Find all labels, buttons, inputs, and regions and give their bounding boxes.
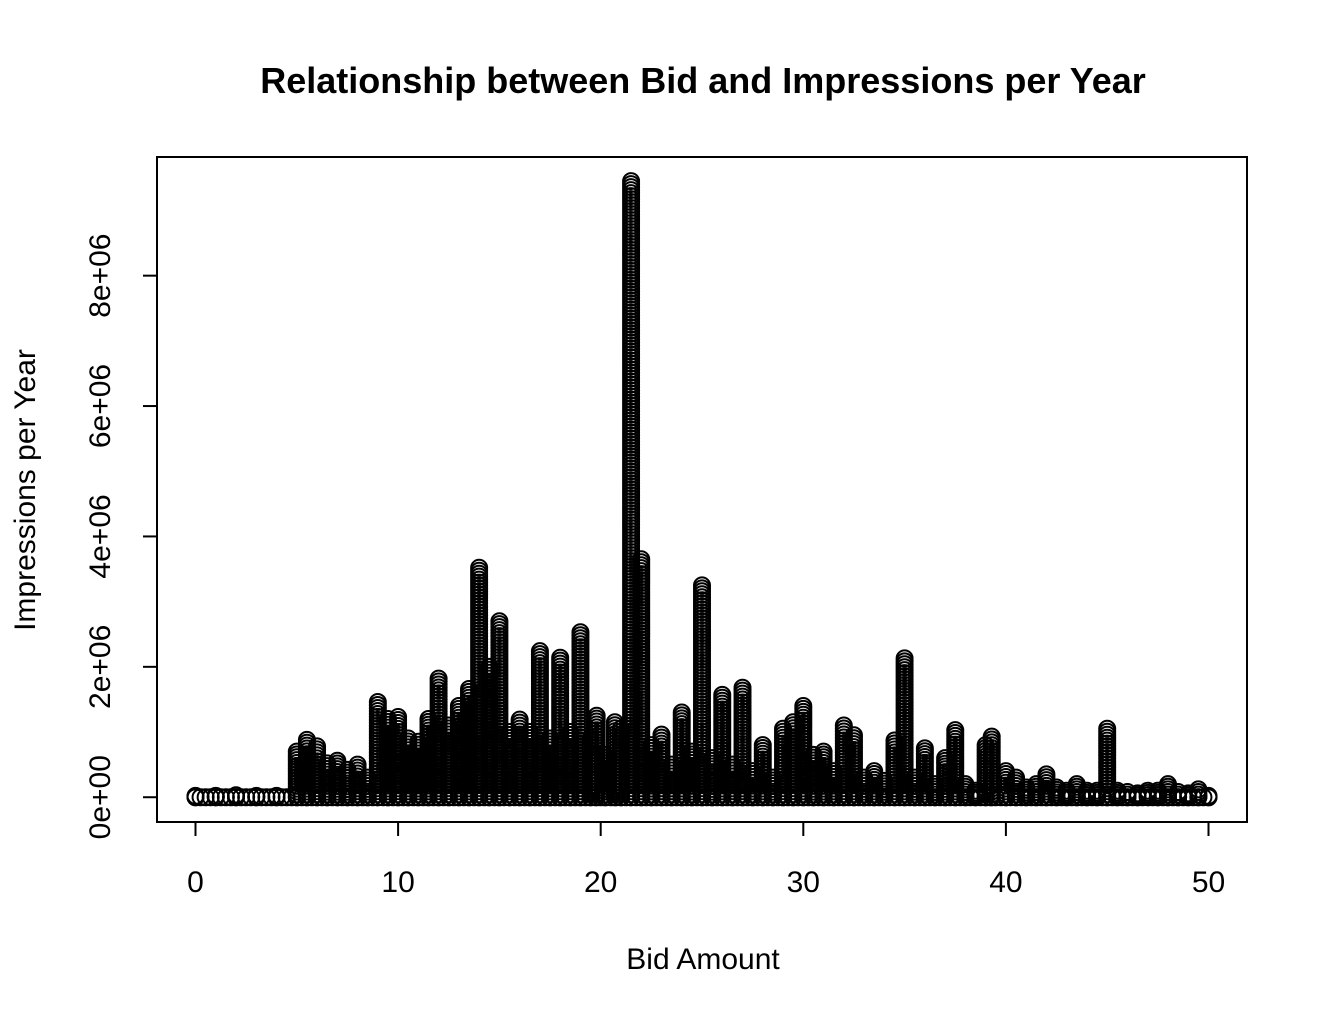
data-point (865, 762, 884, 781)
data-point (490, 612, 509, 631)
x-tick-label: 40 (989, 866, 1022, 899)
data-point (946, 721, 965, 740)
data-point (1189, 788, 1208, 807)
x-tick-label: 0 (187, 866, 204, 899)
data-point (399, 729, 418, 748)
y-tick-label: 6e+06 (84, 364, 117, 448)
x-tick-label: 20 (584, 866, 617, 899)
data-point (672, 703, 691, 722)
data-point (996, 762, 1015, 781)
data-point (915, 739, 934, 758)
data-point (844, 726, 863, 745)
data-point (834, 716, 853, 735)
x-axis-label: Bid Amount (626, 943, 780, 976)
x-tick-label: 50 (1192, 866, 1225, 899)
y-tick-label: 0e+00 (84, 755, 117, 839)
data-point (1037, 765, 1056, 784)
data-point (622, 172, 641, 191)
data-point (652, 725, 671, 744)
chart-title: Relationship between Bid and Impressions… (260, 60, 1146, 101)
y-tick-label: 8e+06 (84, 234, 117, 318)
data-point (348, 755, 367, 774)
y-axis-label: Impressions per Year (9, 349, 42, 631)
data-point (693, 576, 711, 595)
data-point (713, 685, 732, 704)
data-point (1007, 768, 1026, 787)
data-point (470, 558, 489, 577)
y-axis: 0e+00 2e+06 4e+06 6e+06 8e+06 (84, 234, 158, 839)
data-point (368, 693, 387, 712)
data-point (733, 678, 752, 697)
data-point (794, 696, 813, 715)
x-tick-label: 30 (787, 866, 820, 899)
data-point (587, 706, 606, 725)
data-point (1194, 788, 1213, 807)
data-point (1098, 719, 1117, 738)
y-tick-label: 2e+06 (84, 625, 117, 709)
data-point (338, 760, 357, 779)
data-point (429, 669, 448, 688)
data-point (530, 642, 549, 661)
data-point (389, 708, 408, 727)
points-layer (186, 172, 1218, 807)
x-axis: 0 10 20 30 40 50 (187, 821, 1225, 899)
data-point (723, 755, 742, 774)
data-point (895, 649, 914, 668)
data-point (571, 623, 590, 642)
data-point (328, 751, 347, 770)
data-point (297, 730, 316, 749)
data-point (753, 736, 772, 755)
data-point (982, 727, 1001, 746)
data-point (814, 742, 833, 761)
data-point (510, 710, 529, 729)
data-point (551, 648, 570, 667)
y-tick-label: 4e+06 (84, 494, 117, 578)
data-point (308, 737, 327, 756)
data-point (1199, 788, 1218, 807)
data-point (632, 550, 651, 569)
x-tick-label: 10 (381, 866, 414, 899)
